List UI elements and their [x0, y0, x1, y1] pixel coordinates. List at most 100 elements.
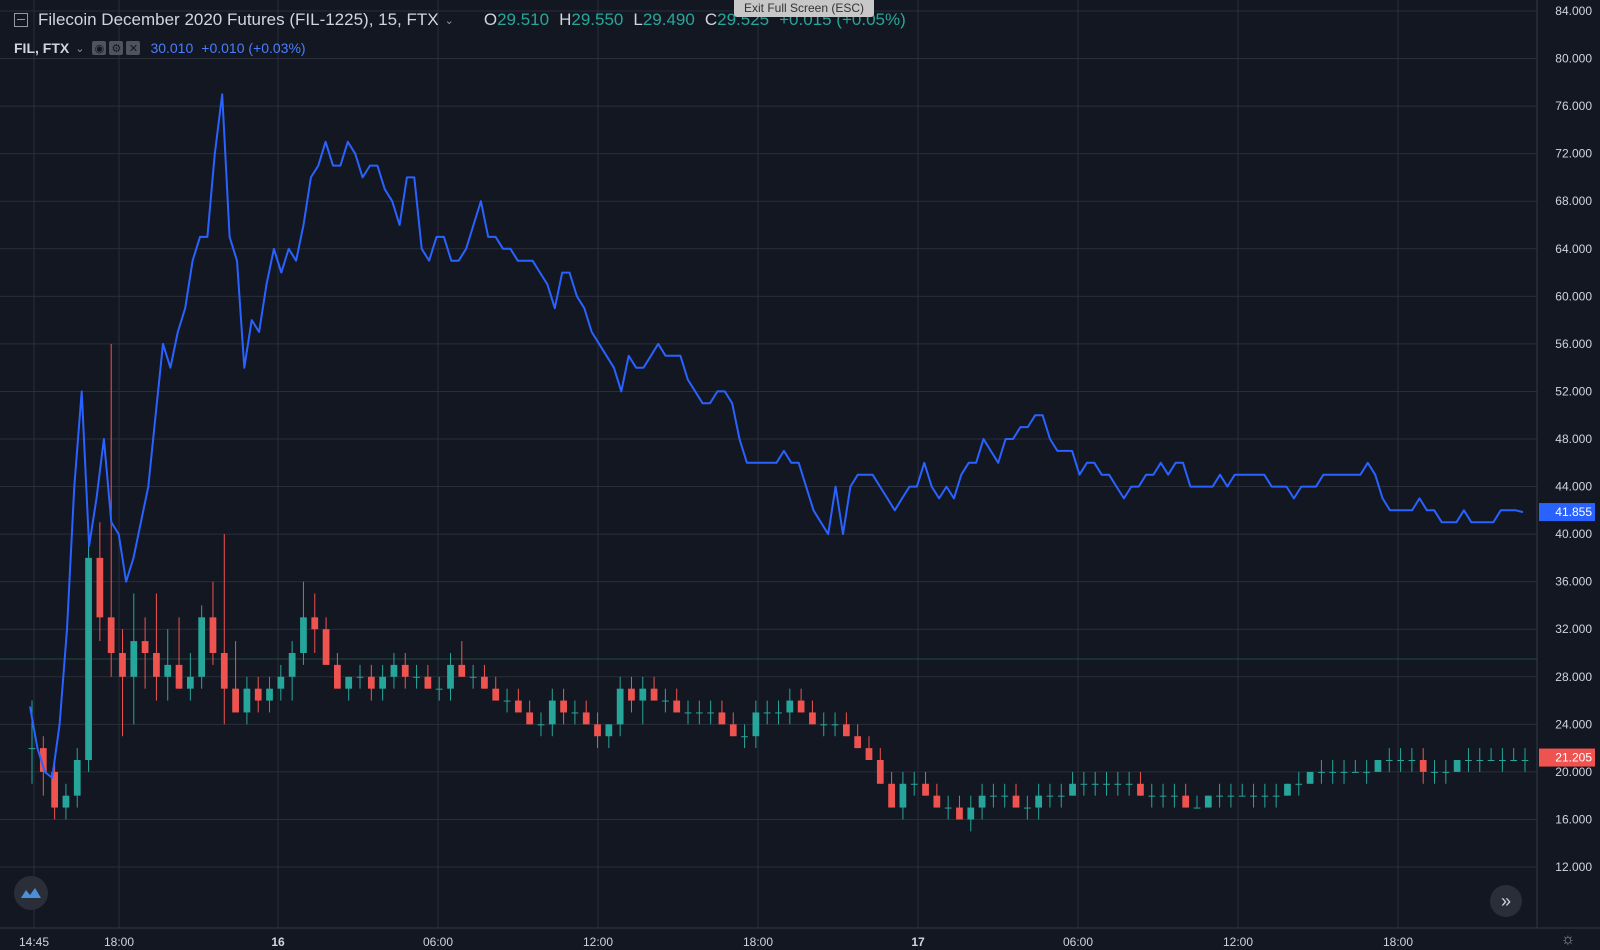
candle-body	[254, 688, 262, 701]
candle-body	[62, 795, 70, 808]
y-tick-label: 60.000	[1555, 289, 1592, 303]
tradingview-logo-icon[interactable]	[14, 876, 48, 910]
scroll-to-realtime-icon[interactable]: »	[1490, 885, 1522, 917]
candle-body	[797, 700, 805, 713]
candle-body	[288, 653, 296, 677]
candle-body	[401, 664, 409, 677]
candle-body	[51, 771, 58, 808]
candle-body	[1284, 783, 1291, 796]
candle-body	[390, 664, 398, 677]
candle-body	[1385, 760, 1393, 761]
candle-body	[1114, 783, 1122, 785]
candle-body	[582, 712, 590, 725]
ohlc-low-value: 29.490	[642, 10, 695, 29]
exit-fullscreen-banner[interactable]: Exit Full Screen (ESC)	[734, 0, 874, 17]
candle-body	[1227, 795, 1235, 797]
candle-body	[1340, 771, 1348, 773]
eye-icon[interactable]: ◉	[92, 41, 107, 55]
compare-symbol-title[interactable]: FIL, FTX	[14, 40, 70, 56]
price-label-box	[1539, 748, 1595, 767]
y-tick-label: 68.000	[1555, 194, 1592, 208]
candle-body	[628, 688, 635, 701]
x-tick-label: 06:00	[1063, 935, 1093, 949]
candle-body	[209, 617, 217, 653]
candle-body	[899, 783, 907, 808]
candle-body	[435, 688, 443, 690]
close-icon[interactable]: ✕	[126, 41, 141, 55]
candle-body	[910, 783, 918, 785]
candle-body	[503, 700, 511, 702]
candle-body	[1374, 760, 1382, 772]
candle-body	[1035, 795, 1043, 808]
candle-body	[1001, 795, 1009, 797]
candle-body	[119, 653, 126, 677]
candle-body	[232, 688, 239, 713]
price-labels: 41.855 21.205	[1539, 503, 1595, 767]
candle-body	[650, 688, 658, 701]
symbol-title[interactable]: Filecoin December 2020 Futures (FIL-1225…	[38, 10, 439, 29]
y-tick-label: 44.000	[1555, 480, 1592, 494]
x-tick-label: 14:45	[19, 935, 49, 949]
candle-body	[424, 676, 432, 689]
candle-body	[1069, 783, 1076, 796]
candle-body	[447, 664, 454, 689]
candle-body	[1521, 760, 1529, 761]
settings-icon[interactable]: ☼	[1560, 931, 1576, 948]
candle-body	[763, 712, 771, 714]
candle-body	[39, 748, 47, 772]
candle-body	[594, 724, 601, 737]
candle-body	[1023, 807, 1031, 809]
candle-body	[322, 629, 330, 665]
line-series	[29, 93, 1524, 779]
candle-body	[729, 724, 737, 737]
y-tick-label: 36.000	[1555, 575, 1592, 589]
main-legend: Filecoin December 2020 Futures (FIL-1225…	[14, 10, 916, 30]
y-tick-label: 76.000	[1555, 99, 1592, 113]
candle-body	[944, 807, 952, 809]
candle-body	[1204, 795, 1212, 808]
candle-body	[1476, 760, 1484, 761]
candle-body	[1318, 771, 1325, 773]
candle-body	[956, 807, 963, 820]
y-tick-label: 56.000	[1555, 337, 1592, 351]
candle-body	[1091, 783, 1099, 785]
chevron-down-icon[interactable]: ⌄	[75, 42, 85, 55]
candle-body	[684, 712, 692, 714]
candle-body	[1453, 760, 1461, 772]
candle-body	[481, 676, 488, 689]
candle-body	[865, 748, 873, 760]
candle-body	[1250, 795, 1257, 797]
y-tick-label: 72.000	[1555, 147, 1592, 161]
compare-legend: FIL, FTX ⌄ ◉ ⚙ ✕ 30.010 +0.010 (+0.03%)	[14, 40, 314, 56]
candle-body	[130, 641, 138, 677]
candle-body	[616, 688, 624, 725]
candle-body	[300, 617, 307, 653]
chevron-down-icon[interactable]: ⌄	[444, 14, 454, 27]
y-tick-label: 80.000	[1555, 52, 1592, 66]
candle-body	[1238, 795, 1246, 797]
candle-body	[266, 688, 273, 701]
ohlc-low-key: L	[633, 10, 643, 29]
candle-body	[1125, 783, 1133, 785]
candle-body	[1351, 771, 1359, 773]
candle-body	[1137, 783, 1144, 796]
candle-body	[1159, 795, 1167, 797]
price-axis: 84.000 80.000 76.000 72.000 68.000 64.000 60.0…	[0, 0, 1600, 929]
candle-body	[1419, 760, 1427, 772]
candle-body	[277, 676, 285, 689]
candle-body	[1408, 760, 1416, 761]
candle-body	[718, 712, 726, 725]
candle-body	[198, 617, 206, 677]
y-tick-label: 48.000	[1555, 432, 1592, 446]
candle-body	[933, 795, 941, 808]
candle-body	[1272, 795, 1280, 797]
ohlc-high-value: 29.550	[571, 10, 624, 29]
candle-body	[1182, 795, 1190, 808]
candle-body	[741, 736, 748, 738]
gear-icon[interactable]: ⚙	[109, 41, 124, 55]
grid-lines	[0, 0, 1537, 928]
candle-body	[1442, 771, 1450, 773]
collapse-icon[interactable]	[14, 13, 28, 27]
y-tick-label: 24.000	[1555, 717, 1592, 731]
